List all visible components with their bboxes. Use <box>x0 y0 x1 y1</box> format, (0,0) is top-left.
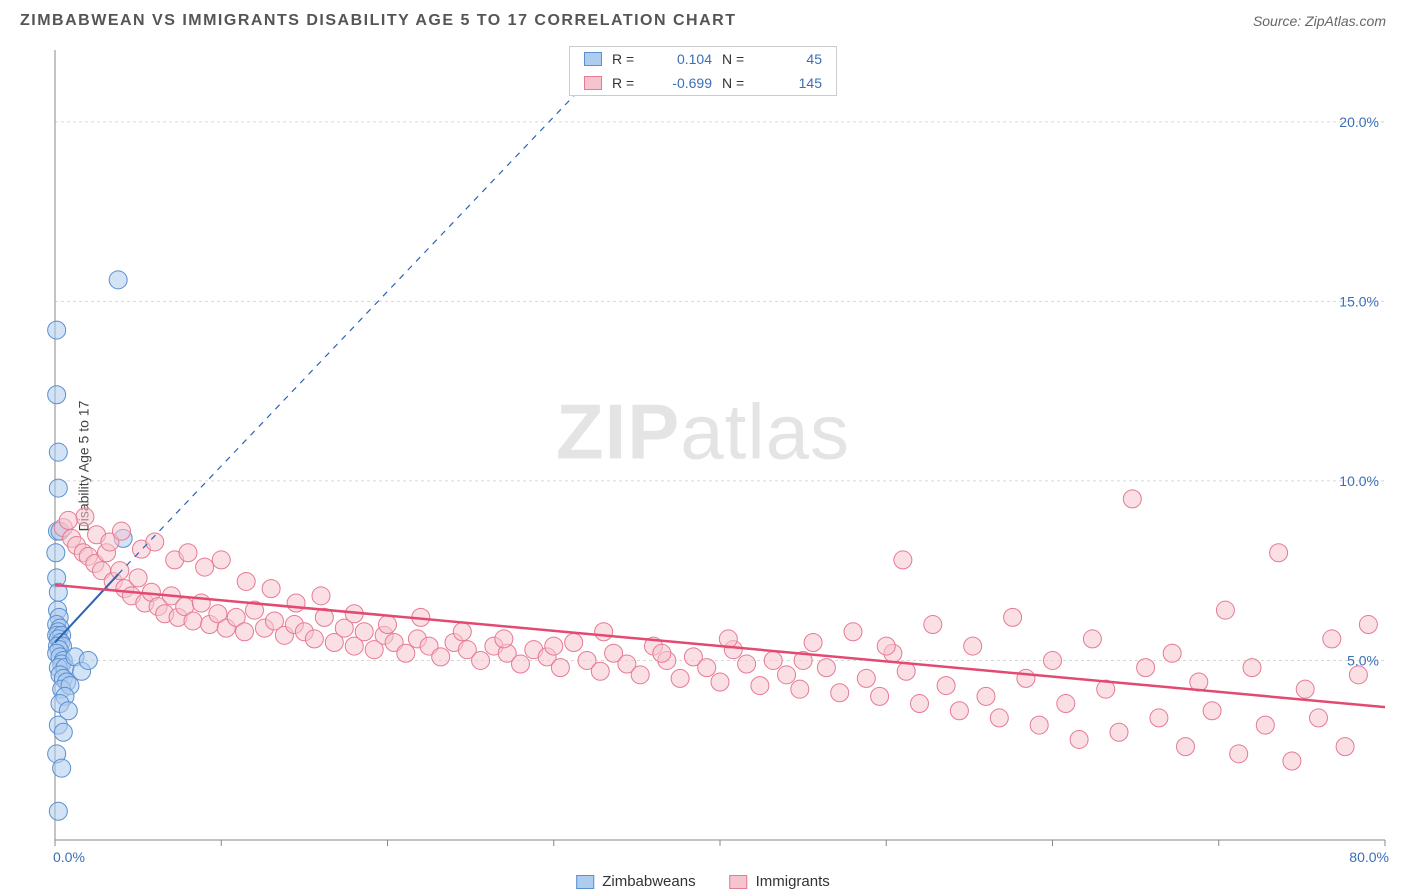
svg-text:80.0%: 80.0% <box>1349 849 1389 865</box>
n-label: N = <box>722 75 752 91</box>
n-label: N = <box>722 51 752 67</box>
swatch-blue <box>584 52 602 66</box>
swatch-blue <box>576 875 594 889</box>
svg-text:5.0%: 5.0% <box>1347 652 1379 668</box>
correlation-row-2: R = -0.699 N = 145 <box>570 71 836 95</box>
chart-header: ZIMBABWEAN VS IMMIGRANTS DISABILITY AGE … <box>0 0 1406 38</box>
chart-area: ZIPatlas Disability Age 5 to 17 R = 0.10… <box>0 40 1406 892</box>
svg-text:0.0%: 0.0% <box>53 849 85 865</box>
legend-label: Zimbabweans <box>602 873 695 890</box>
svg-text:20.0%: 20.0% <box>1339 114 1379 130</box>
correlation-row-1: R = 0.104 N = 45 <box>570 47 836 71</box>
swatch-pink <box>584 76 602 90</box>
r-label: R = <box>612 75 642 91</box>
r-value: 0.104 <box>652 51 712 67</box>
swatch-pink <box>730 875 748 889</box>
svg-text:10.0%: 10.0% <box>1339 473 1379 489</box>
r-label: R = <box>612 51 642 67</box>
scatter-plot-svg: 5.0% 10.0% 15.0% 20.0% 0.0% 80.0% <box>0 40 1406 892</box>
legend-item-zimbabweans: Zimbabweans <box>576 873 695 890</box>
n-value: 45 <box>762 51 822 67</box>
svg-text:15.0%: 15.0% <box>1339 293 1379 309</box>
n-value: 145 <box>762 75 822 91</box>
legend-item-immigrants: Immigrants <box>730 873 830 890</box>
source-attribution: Source: ZipAtlas.com <box>1253 13 1386 29</box>
series-legend: Zimbabweans Immigrants <box>576 873 830 890</box>
r-value: -0.699 <box>652 75 712 91</box>
chart-title: ZIMBABWEAN VS IMMIGRANTS DISABILITY AGE … <box>20 12 736 30</box>
correlation-legend: R = 0.104 N = 45 R = -0.699 N = 145 <box>569 46 837 96</box>
legend-label: Immigrants <box>756 873 830 890</box>
